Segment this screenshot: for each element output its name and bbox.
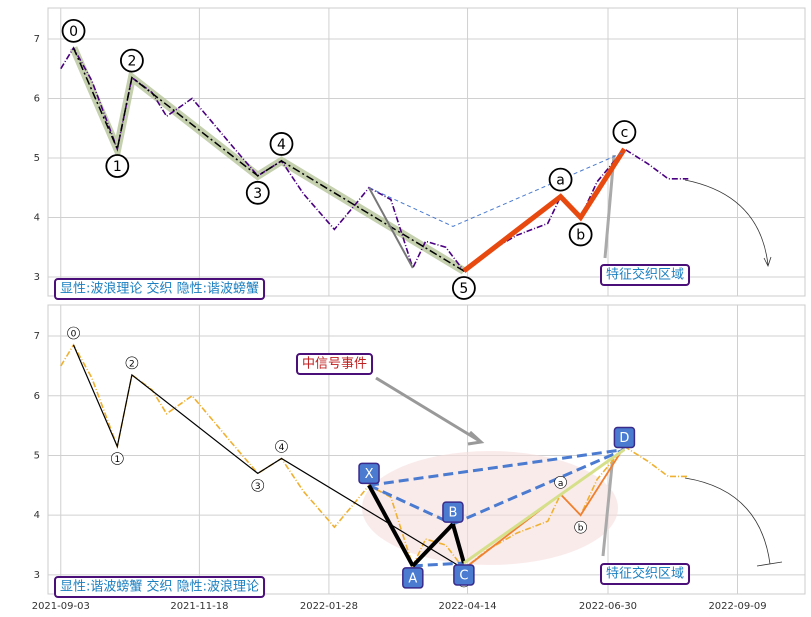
wave-label: b <box>576 227 585 243</box>
harmonic-point <box>358 462 380 485</box>
wave-point <box>111 452 124 465</box>
wave-label: c <box>621 125 629 141</box>
x-tick-label: 2022-09-09 <box>708 601 766 612</box>
wave-label: 4 <box>277 137 286 153</box>
wave-point <box>554 475 567 489</box>
wave-label: 2 <box>129 359 135 369</box>
forecast-arrow <box>684 477 783 567</box>
y-tick-label: 3 <box>34 272 40 283</box>
zone-label: 特征交织区域 <box>606 267 684 283</box>
x-tick-label: 2021-11-18 <box>170 601 228 612</box>
wave-point <box>548 167 573 192</box>
harmonic-label: X <box>365 467 374 482</box>
wave-point <box>612 120 637 144</box>
wave-label: 3 <box>253 186 262 202</box>
harmonic-dash <box>412 561 464 568</box>
harmonic-label: B <box>448 506 457 521</box>
wave-abc <box>463 446 626 570</box>
y-tick-label: 6 <box>34 93 40 104</box>
y-tick-label: 3 <box>34 570 40 581</box>
wave-label: 5 <box>459 281 468 297</box>
zone-label: 特征交织区域 <box>606 566 684 582</box>
wave-label: 4 <box>279 443 285 453</box>
wave-label: 0 <box>71 330 77 340</box>
harmonic-point <box>613 426 636 449</box>
wave-point <box>105 154 130 178</box>
wave-point <box>451 276 476 300</box>
y-tick-label: 7 <box>34 331 40 342</box>
wave-label: 3 <box>255 482 261 492</box>
harmonic-label: D <box>619 431 629 446</box>
signal-label: 中信号事件 <box>302 357 367 372</box>
y-tick-label: 5 <box>34 153 40 164</box>
wave-point <box>275 440 288 453</box>
x-tick-label: 2021-09-03 <box>32 601 90 612</box>
harmonic-point <box>402 567 424 589</box>
wave-point <box>269 132 294 156</box>
harmonic-label: A <box>408 571 417 586</box>
forecast-arrow <box>684 179 772 268</box>
harmonic-dash <box>368 483 454 526</box>
harmonic-leg <box>367 484 415 567</box>
wave-point <box>574 520 587 534</box>
x-tick-label: 2022-06-30 <box>579 601 637 612</box>
wave-abc <box>462 147 627 273</box>
harmonic-hint <box>368 187 414 269</box>
panel-label: 显性:谐波螃蟹 交织 隐性:波浪理论 <box>60 579 259 595</box>
wave-label: 1 <box>113 159 122 175</box>
wave-label: 1 <box>114 455 120 465</box>
x-tick-label: 2022-04-14 <box>438 601 496 612</box>
wave-line <box>72 344 465 570</box>
y-tick-label: 7 <box>34 34 40 45</box>
zone-label-box <box>600 264 691 286</box>
wave-label: a <box>558 479 564 489</box>
wave-point <box>568 222 593 247</box>
wave-point <box>67 326 80 340</box>
wave-label: b <box>578 524 584 534</box>
wave-point <box>251 479 265 492</box>
harmonic-dash <box>368 448 625 487</box>
harmonic-leg <box>450 523 466 564</box>
harmonic-dash <box>452 448 625 526</box>
y-tick-label: 5 <box>34 450 40 461</box>
wave-label: a <box>556 173 565 189</box>
harmonic-leg <box>463 448 626 565</box>
zone-label-box <box>600 563 691 585</box>
panel-label: 显性:波浪理论 交织 隐性:谐波螃蟹 <box>60 281 259 297</box>
signal-arrow <box>375 376 485 446</box>
panel-label-box <box>54 576 266 598</box>
harmonic-point <box>442 501 464 523</box>
harmonic-point <box>453 564 475 586</box>
x-tick-label: 2022-01-28 <box>300 601 358 612</box>
wave-point <box>120 48 144 73</box>
y-tick-label: 4 <box>34 212 40 223</box>
wave-line <box>72 47 465 272</box>
harmonic-leg <box>411 522 455 568</box>
y-tick-label: 4 <box>34 510 40 521</box>
wave-point <box>245 180 270 205</box>
wave-label: 2 <box>127 54 136 70</box>
harmonic-label: C <box>459 568 468 583</box>
wave-label: 0 <box>69 24 78 40</box>
wave-point <box>61 18 86 43</box>
wave-point <box>125 356 139 370</box>
panel-label-box <box>54 278 266 300</box>
signal-label-box <box>296 353 374 375</box>
y-tick-label: 6 <box>34 391 40 402</box>
